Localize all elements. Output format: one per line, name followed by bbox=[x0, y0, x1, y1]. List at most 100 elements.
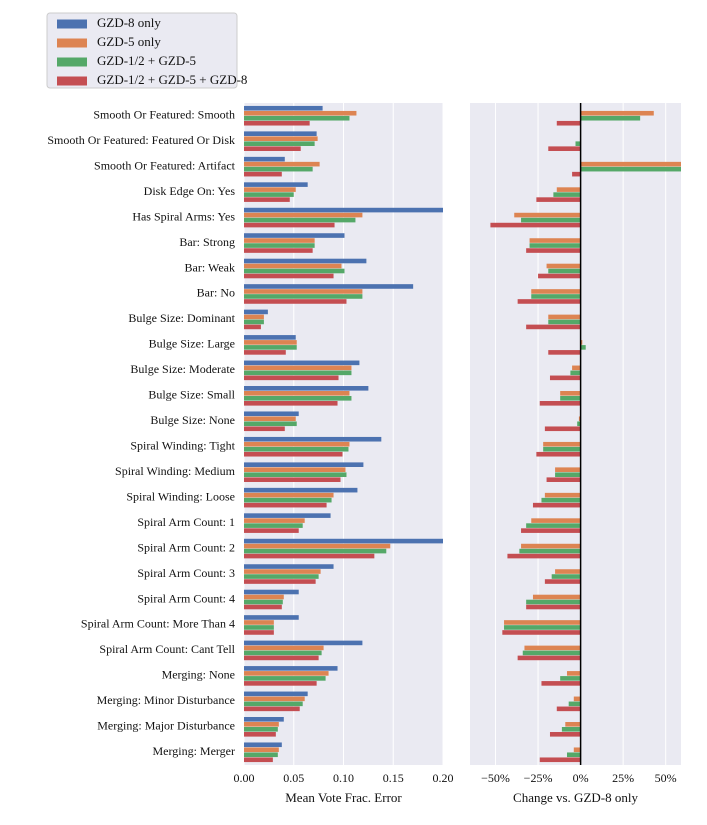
x-tick-label: 0.00 bbox=[234, 771, 255, 785]
bar bbox=[244, 630, 274, 635]
bar bbox=[244, 365, 352, 371]
legend-label: GZD-1/2 + GZD-5 + GZD-8 bbox=[97, 72, 247, 87]
bar bbox=[244, 396, 352, 401]
bar bbox=[244, 141, 315, 146]
bar bbox=[244, 284, 414, 289]
y-tick-label: Smooth Or Featured: Featured Or Disk bbox=[47, 133, 235, 147]
bar bbox=[244, 197, 290, 202]
bar bbox=[244, 436, 382, 442]
bar bbox=[543, 441, 581, 447]
bar bbox=[244, 553, 375, 559]
bar bbox=[529, 238, 581, 243]
y-tick-label: Bar: Strong bbox=[179, 235, 235, 249]
bar bbox=[244, 222, 335, 228]
bar bbox=[244, 523, 303, 528]
bar bbox=[244, 752, 278, 758]
bar bbox=[244, 166, 313, 172]
bar bbox=[541, 497, 581, 503]
bar bbox=[244, 513, 331, 518]
bar bbox=[244, 645, 324, 651]
bar bbox=[244, 187, 296, 192]
bar bbox=[244, 340, 297, 345]
bar bbox=[504, 620, 581, 625]
legend-label: GZD-8 only bbox=[97, 15, 161, 30]
y-tick-label: Bulge Size: Dominant bbox=[128, 311, 235, 325]
bar bbox=[546, 477, 581, 482]
bar bbox=[517, 299, 581, 304]
bar bbox=[490, 222, 581, 228]
bar bbox=[244, 502, 327, 508]
x-tick-label: 0.10 bbox=[333, 771, 354, 785]
bar bbox=[519, 548, 581, 554]
bar bbox=[244, 446, 349, 452]
bar bbox=[555, 472, 581, 477]
bar bbox=[244, 289, 363, 294]
bars bbox=[244, 105, 443, 763]
bar bbox=[244, 131, 317, 136]
bar bbox=[244, 319, 264, 325]
bar bbox=[244, 599, 283, 605]
y-tick-label: Merging: Merger bbox=[152, 744, 235, 758]
bar bbox=[244, 620, 274, 625]
bar bbox=[244, 120, 310, 126]
bar bbox=[539, 757, 581, 763]
bar bbox=[529, 243, 581, 248]
bar bbox=[548, 146, 581, 151]
bar bbox=[244, 273, 334, 279]
bar bbox=[549, 732, 581, 737]
bar bbox=[565, 722, 581, 727]
bar bbox=[244, 701, 303, 707]
bar bbox=[572, 171, 581, 177]
bar bbox=[244, 691, 308, 697]
bar bbox=[244, 426, 285, 432]
bar bbox=[244, 105, 323, 111]
x-tick-label: −50% bbox=[481, 771, 510, 785]
y-tick-label: Has Spiral Arms: Yes bbox=[132, 209, 235, 223]
bar bbox=[244, 732, 276, 737]
y-tick-label: Smooth Or Featured: Artifact bbox=[94, 158, 236, 172]
bar bbox=[560, 391, 581, 396]
bar bbox=[507, 553, 581, 559]
bar bbox=[517, 655, 581, 661]
bar bbox=[244, 548, 387, 554]
bar bbox=[526, 248, 581, 253]
bar bbox=[548, 314, 581, 320]
bar bbox=[539, 401, 581, 406]
y-tick-label: Disk Edge On: Yes bbox=[144, 184, 236, 198]
y-tick-label: Spiral Arm Count: 1 bbox=[137, 515, 235, 529]
bar bbox=[244, 238, 315, 243]
bar bbox=[244, 462, 364, 467]
bar bbox=[531, 518, 581, 523]
legend-swatch bbox=[57, 19, 87, 29]
y-tick-label: Bulge Size: None bbox=[150, 413, 235, 427]
bar bbox=[244, 615, 299, 620]
bar bbox=[522, 650, 581, 656]
bar bbox=[524, 645, 581, 651]
bar bbox=[504, 625, 581, 630]
bar bbox=[244, 492, 334, 498]
bar bbox=[553, 192, 581, 197]
bar bbox=[244, 370, 352, 376]
bar bbox=[244, 386, 369, 391]
bar bbox=[570, 370, 581, 376]
y-tick-label: Merging: Major Disturbance bbox=[97, 719, 235, 733]
bar bbox=[560, 676, 581, 681]
bar bbox=[526, 324, 581, 330]
bar bbox=[546, 263, 581, 269]
bar bbox=[521, 217, 581, 223]
bar bbox=[544, 579, 581, 584]
bar bbox=[556, 120, 581, 126]
bar bbox=[244, 604, 282, 610]
x-axis-label: Change vs. GZD-8 only bbox=[513, 790, 638, 805]
bar bbox=[244, 727, 278, 732]
bar bbox=[244, 497, 332, 503]
bar bbox=[244, 671, 329, 676]
y-tick-label: Spiral Arm Count: 4 bbox=[137, 591, 235, 605]
bar bbox=[566, 752, 581, 758]
bar bbox=[244, 696, 305, 702]
bar bbox=[556, 187, 581, 192]
bar bbox=[244, 212, 363, 218]
bar bbox=[555, 569, 581, 574]
legend-box bbox=[46, 12, 238, 89]
bar bbox=[580, 345, 586, 350]
